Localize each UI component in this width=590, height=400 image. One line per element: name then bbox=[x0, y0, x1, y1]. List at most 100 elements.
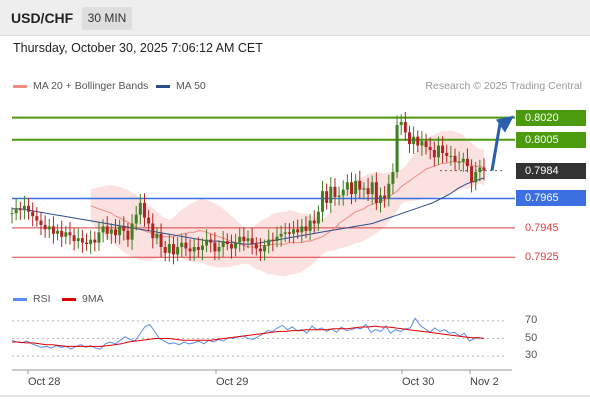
candle-body bbox=[391, 172, 395, 184]
support-price-label: 0.7925 bbox=[525, 251, 559, 264]
pivot-price-tag: 0.7965 bbox=[516, 190, 586, 207]
candle-body bbox=[138, 202, 142, 215]
candle-body bbox=[325, 191, 329, 203]
candle-body bbox=[51, 226, 55, 234]
x-tick-label: Nov 2 bbox=[470, 376, 499, 388]
x-tick-label: Oct 29 bbox=[216, 376, 249, 388]
legend-rsi: RSI bbox=[13, 293, 51, 305]
candle-body bbox=[238, 236, 242, 243]
candle-body bbox=[395, 124, 399, 173]
candle-body bbox=[387, 183, 391, 199]
legend-ma50: MA 50 bbox=[156, 80, 206, 92]
legend-bollinger-label: MA 20 + Bollinger Bands bbox=[33, 80, 149, 92]
forecast-arrow-head bbox=[496, 115, 514, 133]
rsi-tick-label: 50 bbox=[525, 331, 538, 344]
timeframe-button[interactable]: 30 MIN bbox=[82, 7, 132, 30]
candle-body bbox=[445, 152, 449, 156]
candle-body bbox=[333, 186, 337, 198]
candle-body bbox=[292, 229, 296, 234]
candle-body bbox=[383, 195, 387, 199]
candle-body bbox=[263, 245, 267, 252]
candle-body bbox=[246, 238, 250, 242]
bollinger-band bbox=[90, 130, 484, 277]
candle-body bbox=[482, 167, 486, 171]
candle-body bbox=[97, 232, 101, 243]
candle-body bbox=[72, 235, 76, 242]
rsi-ma9-line bbox=[12, 325, 485, 347]
symbol-title: USD/CHF bbox=[11, 10, 74, 26]
candle-body bbox=[205, 239, 209, 246]
candle-body bbox=[176, 247, 180, 255]
candle-body bbox=[188, 248, 192, 252]
candle-body bbox=[89, 239, 93, 245]
candle-body bbox=[122, 226, 126, 231]
candle-body bbox=[283, 232, 287, 234]
candle-body bbox=[312, 220, 316, 224]
legend-rsi-label: RSI bbox=[33, 293, 51, 305]
rsi-tick-label: 70 bbox=[525, 313, 538, 326]
rsi-tick-label: 30 bbox=[525, 349, 538, 362]
header-bar: USD/CHF 30 MIN bbox=[0, 0, 590, 36]
support-price-label: 0.7945 bbox=[525, 221, 559, 234]
candle-body bbox=[80, 238, 84, 243]
candle-body bbox=[316, 211, 320, 224]
candle-body bbox=[300, 226, 304, 233]
candle-body bbox=[56, 230, 60, 234]
candle-body bbox=[242, 236, 246, 242]
candle-body bbox=[93, 239, 97, 243]
legend-ma50-label: MA 50 bbox=[176, 80, 206, 92]
legend-rsi-swatch bbox=[13, 297, 27, 301]
x-tick-label: Oct 30 bbox=[402, 376, 435, 388]
candle-body bbox=[416, 136, 420, 146]
candle-body bbox=[474, 172, 478, 183]
candle-body bbox=[366, 188, 370, 195]
candle-body bbox=[428, 147, 432, 150]
candle-body bbox=[412, 136, 416, 145]
candle-body bbox=[217, 247, 221, 252]
candle-body bbox=[329, 186, 333, 203]
candle-body bbox=[465, 158, 469, 167]
candle-body bbox=[321, 191, 325, 212]
candle-body bbox=[345, 182, 349, 190]
candle-body bbox=[60, 230, 64, 237]
candle-body bbox=[39, 220, 43, 225]
candle-body bbox=[403, 122, 407, 133]
resistance-price-tag: 0.8005 bbox=[516, 131, 586, 148]
candle-body bbox=[27, 205, 31, 212]
candle-body bbox=[213, 242, 217, 252]
legend-rsi-ma9: 9MA bbox=[62, 293, 104, 305]
candle-body bbox=[441, 145, 445, 153]
candle-body bbox=[420, 141, 424, 146]
candle-body bbox=[167, 244, 171, 253]
candle-body bbox=[192, 247, 196, 252]
candle-body bbox=[22, 205, 26, 211]
candle-body bbox=[64, 232, 68, 237]
candle-body bbox=[337, 195, 341, 198]
candle-body bbox=[275, 236, 279, 242]
candle-body bbox=[105, 226, 109, 234]
legend-bollinger-swatch bbox=[13, 84, 27, 88]
candle-body bbox=[184, 242, 188, 249]
candle-body bbox=[378, 195, 382, 203]
candle-body bbox=[453, 155, 457, 162]
candle-body bbox=[101, 226, 105, 233]
candle-body bbox=[171, 244, 175, 255]
legend-bollinger: MA 20 + Bollinger Bands bbox=[13, 80, 148, 92]
candle-body bbox=[354, 180, 358, 195]
candle-body bbox=[209, 239, 213, 243]
candle-body bbox=[432, 149, 436, 158]
candle-body bbox=[461, 158, 465, 162]
candle-body bbox=[47, 226, 51, 230]
candle-body bbox=[407, 132, 411, 145]
legend-rsi-ma9-label: 9MA bbox=[82, 293, 104, 305]
candle-body bbox=[436, 145, 440, 158]
candle-body bbox=[234, 242, 238, 249]
candle-body bbox=[267, 239, 271, 246]
candle-body bbox=[449, 155, 453, 157]
candle-body bbox=[155, 233, 159, 239]
candle-body bbox=[134, 214, 138, 224]
candle-body bbox=[457, 161, 461, 163]
candle-body bbox=[200, 245, 204, 250]
legend-rsi-ma9-swatch bbox=[62, 297, 76, 301]
